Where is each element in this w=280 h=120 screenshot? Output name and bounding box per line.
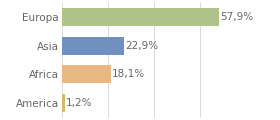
Bar [62,66,111,83]
Text: 57,9%: 57,9% [220,12,253,22]
Bar [62,37,124,54]
Bar [62,8,219,26]
Bar [62,94,65,112]
Text: 18,1%: 18,1% [112,69,145,79]
Text: 22,9%: 22,9% [125,41,158,51]
Text: 1,2%: 1,2% [66,98,93,108]
